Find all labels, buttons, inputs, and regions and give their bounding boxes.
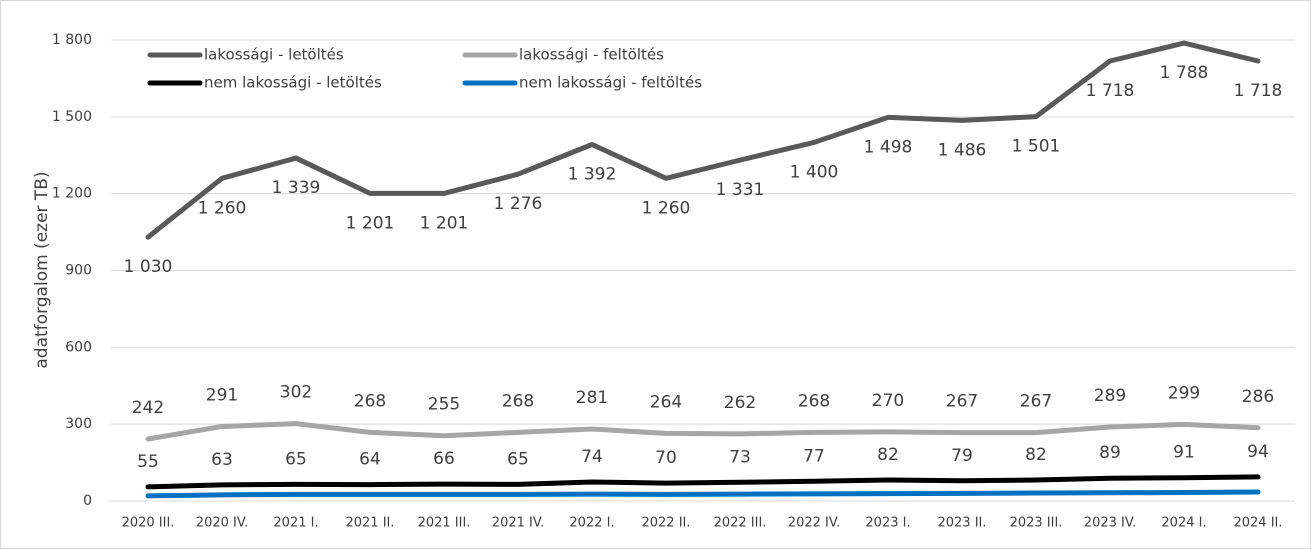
data-label: 70	[655, 448, 677, 468]
data-label: 267	[946, 392, 978, 412]
data-label: 1 501	[1012, 137, 1061, 157]
data-label: 242	[132, 398, 164, 418]
data-label: 73	[729, 447, 751, 467]
y-tick-label: 1 200	[52, 186, 92, 202]
series-line	[145, 40, 1261, 240]
data-label: 299	[1168, 383, 1200, 403]
data-label: 1 276	[494, 194, 543, 214]
y-axis-title: adatforgalom (ezer TB)	[32, 171, 52, 368]
y-tick-label: 600	[65, 339, 92, 355]
data-label: 79	[951, 446, 973, 466]
data-label: 291	[206, 385, 238, 405]
data-label: 55	[137, 452, 159, 472]
data-label: 65	[507, 449, 529, 469]
x-tick-label: 2023 III.	[1010, 516, 1063, 531]
data-label: 91	[1173, 443, 1195, 463]
x-tick-label: 2021 I.	[273, 516, 318, 531]
data-label: 63	[211, 450, 233, 470]
data-label: 302	[280, 383, 312, 403]
data-label: 66	[433, 449, 455, 469]
x-tick-label: 2022 I.	[569, 516, 614, 531]
x-tick-label: 2021 IV.	[492, 516, 544, 531]
data-label: 1 718	[1234, 81, 1283, 101]
data-label: 1 201	[346, 213, 395, 233]
data-label: 94	[1247, 442, 1269, 462]
y-tick-label: 1 800	[52, 32, 92, 48]
series-line	[145, 421, 1261, 442]
data-label: 255	[428, 395, 460, 415]
data-label: 1 331	[716, 180, 765, 200]
data-label: 74	[581, 447, 603, 467]
data-label: 1 030	[124, 257, 173, 277]
data-label: 89	[1099, 443, 1121, 463]
x-tick-label: 2020 III.	[122, 516, 175, 531]
legend-label: nem lakossági - feltöltés	[519, 74, 702, 92]
data-label: 264	[650, 392, 682, 412]
data-label: 65	[285, 449, 307, 469]
data-label: 281	[576, 388, 608, 408]
y-tick-label: 1 500	[52, 109, 92, 125]
x-tick-label: 2023 II.	[937, 516, 986, 531]
x-tick-label: 2021 II.	[345, 516, 394, 531]
data-label: 77	[803, 446, 825, 466]
data-label: 286	[1242, 387, 1274, 407]
data-label: 268	[502, 391, 534, 411]
data-label: 1 260	[198, 198, 247, 218]
x-tick-label: 2021 III.	[418, 516, 471, 531]
y-tick-label: 300	[65, 416, 92, 432]
data-label: 1 260	[642, 198, 691, 218]
series-line	[145, 489, 1261, 499]
legend-label: lakossági - letöltés	[204, 46, 344, 64]
data-label: 1 498	[864, 137, 913, 157]
x-tick-label: 2022 III.	[714, 516, 767, 531]
data-label: 1 486	[938, 140, 987, 160]
x-tick-label: 2024 I.	[1161, 516, 1206, 531]
data-label: 1 400	[790, 162, 839, 182]
data-label: 270	[872, 391, 904, 411]
data-label: 262	[724, 393, 756, 413]
data-label: 1 392	[568, 164, 617, 184]
data-label: 82	[1025, 445, 1047, 465]
data-label: 289	[1094, 386, 1126, 406]
x-tick-label: 2022 II.	[641, 516, 690, 531]
y-tick-label: 900	[65, 263, 92, 279]
legend-label: lakossági - feltöltés	[519, 46, 664, 64]
x-tick-label: 2022 IV.	[788, 516, 840, 531]
x-tick-label: 2020 IV.	[196, 516, 248, 531]
data-label: 1 201	[420, 213, 469, 233]
data-label: 268	[354, 391, 386, 411]
series-line	[145, 474, 1261, 490]
x-tick-label: 2023 IV.	[1084, 516, 1136, 531]
data-label: 1 718	[1086, 81, 1135, 101]
data-label: 1 788	[1160, 63, 1209, 83]
data-label: 268	[798, 391, 830, 411]
data-label: 267	[1020, 392, 1052, 412]
data-label: 82	[877, 445, 899, 465]
legend-label: nem lakossági - letöltés	[204, 74, 382, 92]
y-tick-label: 0	[83, 493, 92, 509]
x-tick-label: 2023 I.	[865, 516, 910, 531]
x-tick-label: 2024 II.	[1233, 516, 1282, 531]
data-label: 1 339	[272, 178, 321, 198]
data-label: 64	[359, 450, 381, 470]
